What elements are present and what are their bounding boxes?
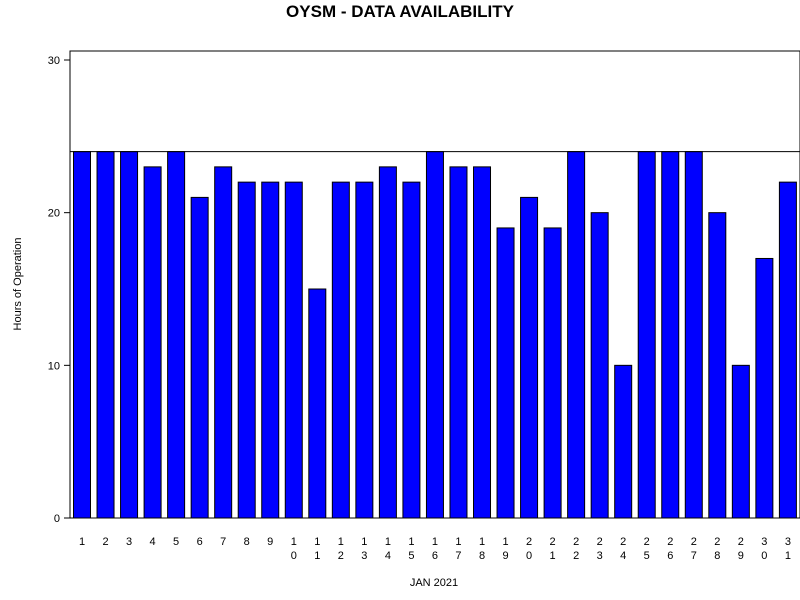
bar-day-4 bbox=[143, 166, 162, 519]
y-tick-label: 10 bbox=[48, 360, 60, 372]
x-tick-label: 2 bbox=[102, 536, 108, 548]
y-tick-label: 20 bbox=[48, 208, 60, 220]
bar-day-14 bbox=[378, 166, 397, 519]
bars bbox=[73, 151, 797, 519]
chart-title: OYSM - DATA AVAILABILITY bbox=[286, 2, 515, 21]
y-tick-label: 0 bbox=[54, 513, 60, 525]
x-tick-label: 6 bbox=[197, 536, 203, 548]
bar-day-22 bbox=[567, 151, 586, 519]
x-tick-label: 9 bbox=[267, 536, 273, 548]
bar-day-13 bbox=[355, 181, 374, 519]
bar-day-19 bbox=[496, 227, 515, 519]
bar-day-17 bbox=[449, 166, 468, 519]
bar-day-29 bbox=[731, 364, 750, 519]
bar-day-7 bbox=[214, 166, 233, 519]
bar-day-12 bbox=[331, 181, 350, 519]
bar-day-28 bbox=[708, 212, 727, 519]
bar-day-15 bbox=[402, 181, 421, 519]
bar-day-3 bbox=[120, 151, 139, 519]
bar-day-11 bbox=[308, 288, 327, 519]
bar-day-21 bbox=[543, 227, 562, 519]
bar-day-10 bbox=[284, 181, 303, 519]
bar-day-9 bbox=[261, 181, 280, 519]
x-tick-label: 1 bbox=[79, 536, 85, 548]
bar-day-26 bbox=[661, 151, 680, 519]
bar-day-8 bbox=[237, 181, 256, 519]
x-tick-label: 3 bbox=[126, 536, 132, 548]
bar-day-6 bbox=[190, 196, 209, 519]
y-axis-label: Hours of Operation bbox=[12, 238, 24, 331]
bar-day-5 bbox=[167, 151, 186, 519]
bar-day-30 bbox=[755, 257, 774, 519]
bar-day-27 bbox=[684, 151, 703, 519]
x-tick-label: 7 bbox=[220, 536, 226, 548]
bar-day-31 bbox=[778, 181, 797, 519]
bar-day-20 bbox=[520, 196, 539, 519]
x-tick-label: 8 bbox=[244, 536, 250, 548]
x-axis: 1 2 3 4 5 6 7 8 9 1 01 11 21 31 41 51 61 71 81 92 02 12 22 32 42… bbox=[79, 536, 791, 562]
x-axis-label: JAN 2021 bbox=[410, 577, 458, 589]
x-tick-label: 4 bbox=[150, 536, 156, 548]
x-tick-label: 5 bbox=[173, 536, 179, 548]
y-axis: 0 10 20 30 bbox=[48, 55, 70, 525]
bar-day-23 bbox=[590, 212, 609, 519]
bar-day-1 bbox=[73, 151, 91, 519]
bar-day-16 bbox=[425, 151, 444, 519]
bar-day-2 bbox=[96, 151, 115, 519]
bar-day-18 bbox=[473, 166, 492, 519]
bar-day-25 bbox=[637, 151, 656, 519]
bar-day-24 bbox=[614, 364, 633, 519]
y-tick-label: 30 bbox=[48, 55, 60, 67]
